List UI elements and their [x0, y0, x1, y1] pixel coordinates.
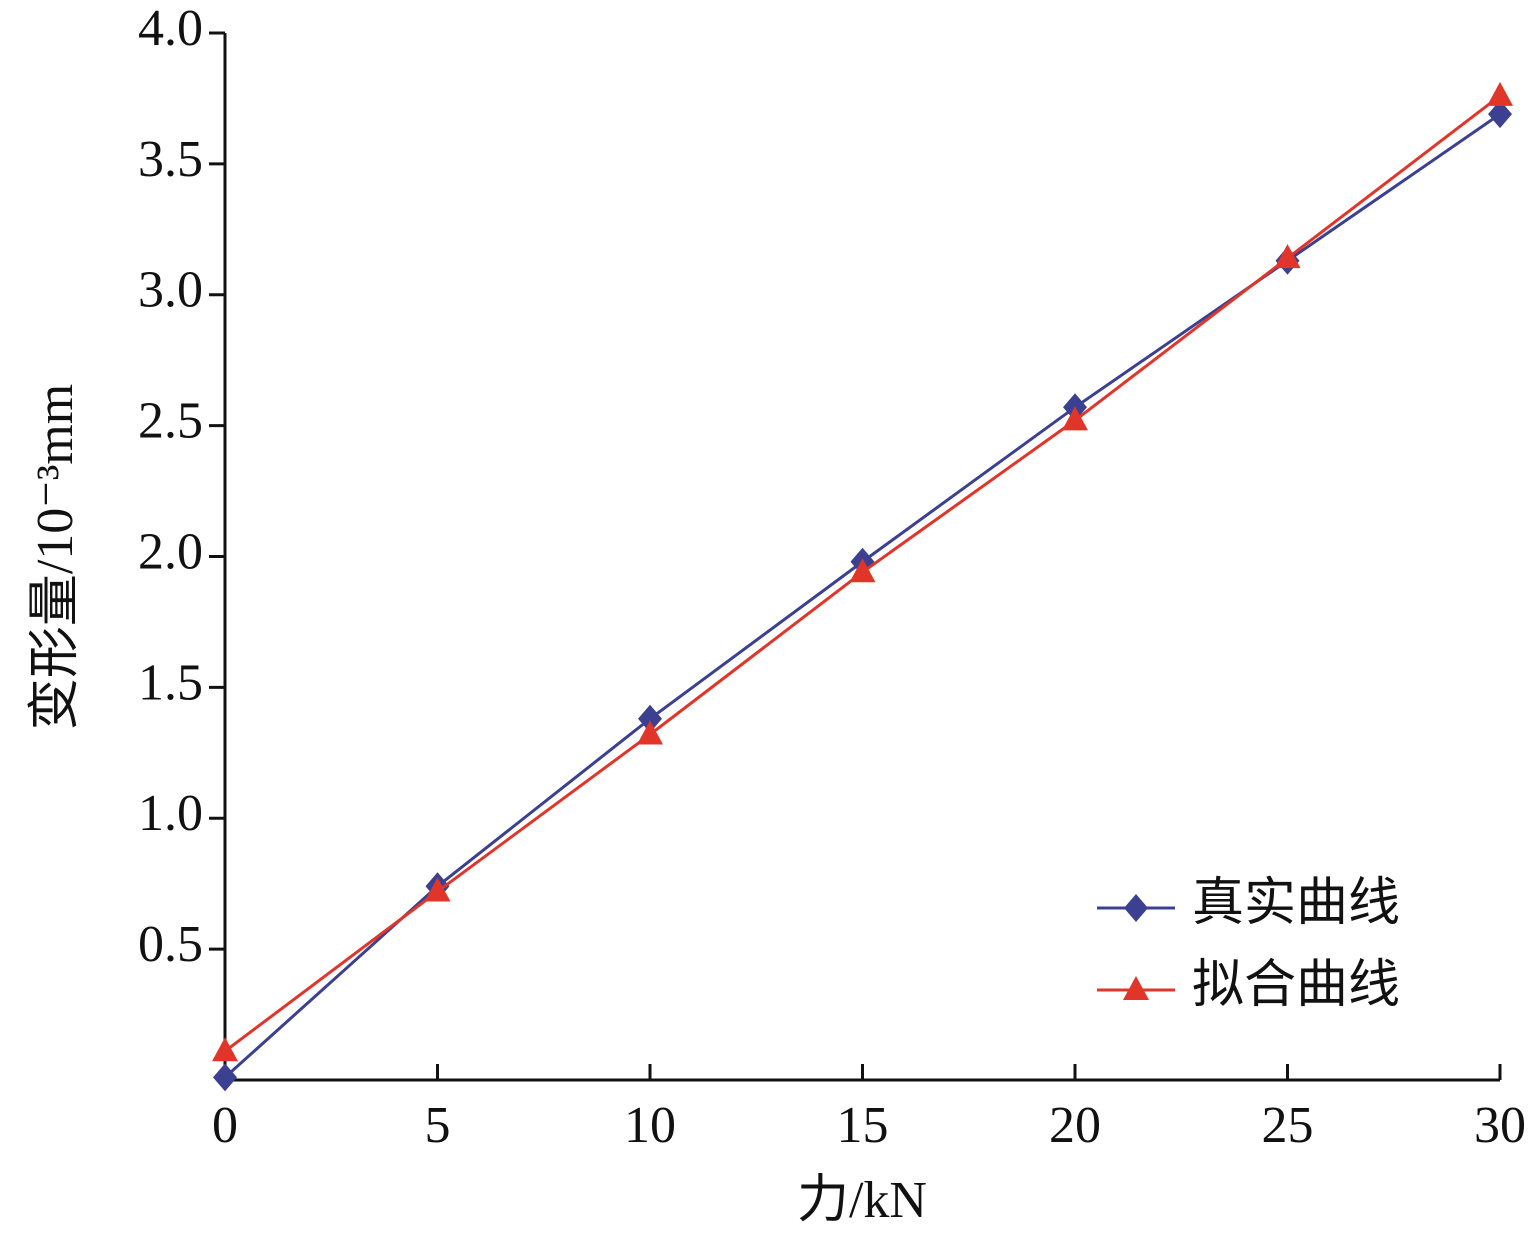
x-tick-label: 15 [837, 1097, 889, 1154]
y-tick-label: 1.5 [138, 654, 203, 711]
legend-marker [1124, 894, 1148, 922]
marker [1062, 406, 1088, 431]
marker [849, 558, 876, 583]
marker [424, 877, 451, 902]
marker [637, 720, 663, 745]
x-tick-label: 30 [1474, 1097, 1526, 1154]
x-tick-label: 10 [624, 1097, 676, 1154]
y-tick-label: 3.5 [138, 131, 203, 188]
x-tick-label: 5 [425, 1097, 451, 1154]
marker [1488, 100, 1512, 129]
y-tick-label: 3.0 [138, 262, 203, 319]
legend-label: 拟合曲线 [1192, 957, 1400, 1014]
x-tick-label: 25 [1262, 1097, 1314, 1154]
marker [638, 704, 662, 733]
x-tick-label: 0 [212, 1097, 238, 1154]
marker [213, 1063, 237, 1092]
y-tick-label: 0.5 [138, 916, 203, 973]
series-line [223, 112, 1501, 1079]
marker [1487, 81, 1513, 106]
y-tick-label: 4.0 [138, 0, 203, 57]
x-tick-label: 20 [1049, 1097, 1101, 1154]
y-axis-label: 变形量/10⁻³mm [27, 384, 84, 730]
marker [1274, 244, 1301, 269]
y-tick-label: 2.5 [138, 393, 203, 450]
marker [212, 1037, 238, 1062]
legend-label: 真实曲线 [1192, 875, 1400, 932]
legend-marker [1123, 976, 1149, 1000]
y-tick-label: 2.0 [138, 523, 203, 580]
y-tick-label: 1.0 [138, 785, 203, 842]
x-axis-label: 力/kN [797, 1172, 927, 1229]
